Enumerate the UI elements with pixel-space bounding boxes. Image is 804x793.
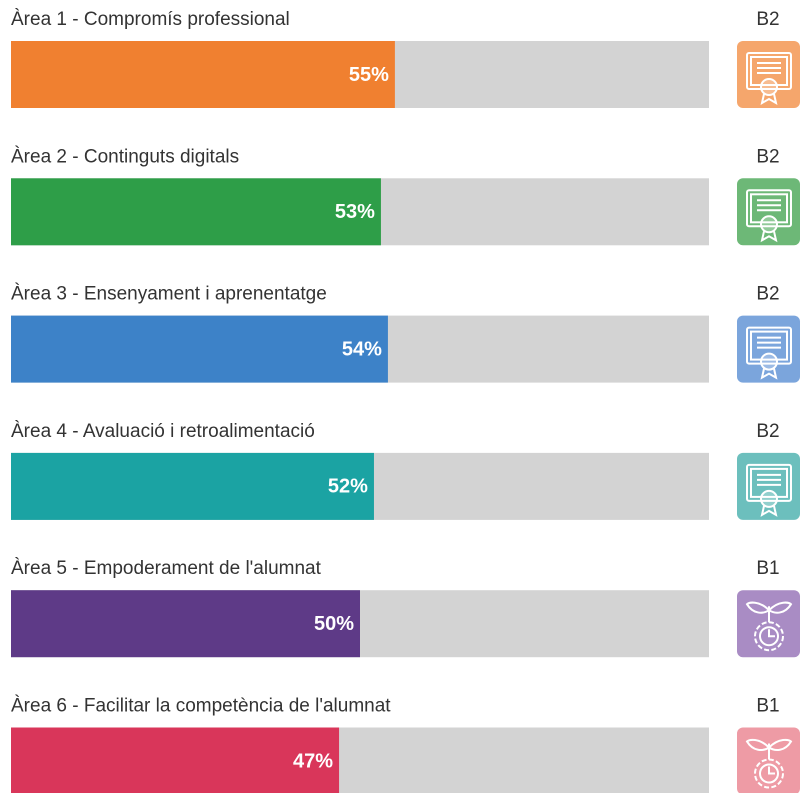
level-badge xyxy=(737,590,800,658)
icon-part xyxy=(759,763,779,784)
icon-part xyxy=(768,766,775,775)
level-badge xyxy=(737,41,800,108)
bar xyxy=(11,590,360,658)
icon-part xyxy=(760,368,778,380)
icon-part xyxy=(760,215,778,234)
value-label: 55% xyxy=(349,64,389,86)
level-label: B2 xyxy=(756,146,779,167)
icon-part xyxy=(746,189,792,228)
icon-part xyxy=(750,467,788,498)
icon-part xyxy=(760,78,778,96)
icon-part xyxy=(754,621,784,652)
value-label: 53% xyxy=(335,201,375,223)
icon-part xyxy=(768,629,775,638)
level-label: B1 xyxy=(756,696,779,717)
bar xyxy=(11,315,388,383)
level-badge xyxy=(737,178,800,246)
area-label: Àrea 2 - Continguts digitals xyxy=(11,146,239,167)
icon-part xyxy=(746,326,792,365)
value-label: 47% xyxy=(293,750,333,772)
icon-part xyxy=(750,56,788,86)
icon-part xyxy=(750,193,788,224)
icon-part xyxy=(746,463,792,502)
icon-part xyxy=(745,601,793,623)
icon-part xyxy=(760,231,778,243)
icon-part xyxy=(760,93,778,105)
area-label: Àrea 5 - Empoderament de l'alumnat xyxy=(11,558,322,579)
level-badge xyxy=(737,727,800,793)
icon-part xyxy=(759,626,779,647)
level-label: B1 xyxy=(756,558,779,579)
area-label: Àrea 3 - Ensenyament i aprenentatge xyxy=(11,284,327,305)
icon-part xyxy=(750,330,788,361)
level-label: B2 xyxy=(756,9,779,30)
icon-part xyxy=(760,505,778,517)
bar xyxy=(11,727,340,793)
level-badge xyxy=(737,452,800,520)
bar xyxy=(11,452,374,520)
icon-part xyxy=(745,738,793,760)
area-label: Àrea 4 - Avaluació i retroalimentació xyxy=(11,421,315,442)
value-label: 52% xyxy=(328,476,368,498)
icon-part xyxy=(754,758,784,789)
bar xyxy=(11,41,395,108)
bar xyxy=(11,178,381,246)
icon-part xyxy=(760,352,778,371)
value-label: 50% xyxy=(314,613,354,635)
area-label: Àrea 1 - Compromís professional xyxy=(11,9,290,30)
level-badge xyxy=(737,315,800,383)
area-label: Àrea 6 - Facilitar la competència de l'a… xyxy=(11,696,391,717)
level-label: B2 xyxy=(756,421,779,442)
icon-part xyxy=(746,52,792,90)
icon-part xyxy=(760,489,778,508)
level-label: B2 xyxy=(756,284,779,305)
badge xyxy=(737,727,800,793)
badge xyxy=(737,590,800,658)
value-label: 54% xyxy=(342,338,382,360)
